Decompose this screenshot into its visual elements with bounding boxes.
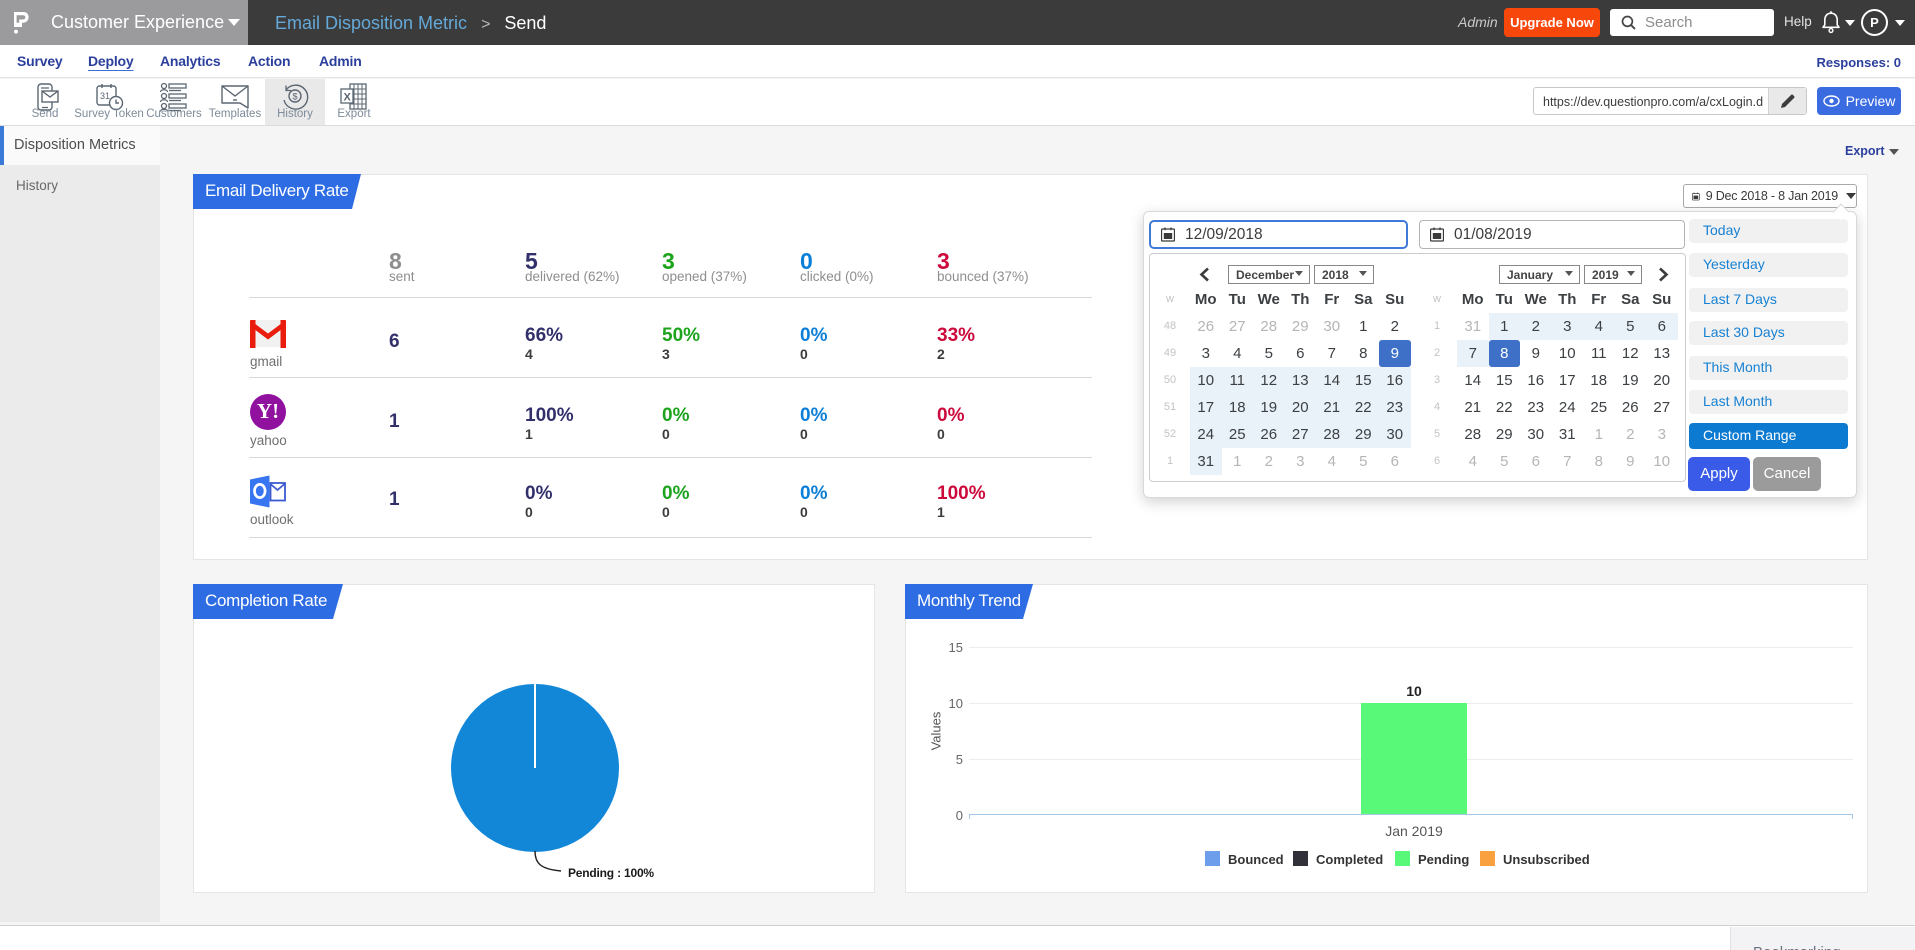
svg-text:X: X [344, 92, 352, 104]
svg-text:31: 31 [100, 91, 110, 101]
svg-text:$: $ [293, 92, 298, 102]
